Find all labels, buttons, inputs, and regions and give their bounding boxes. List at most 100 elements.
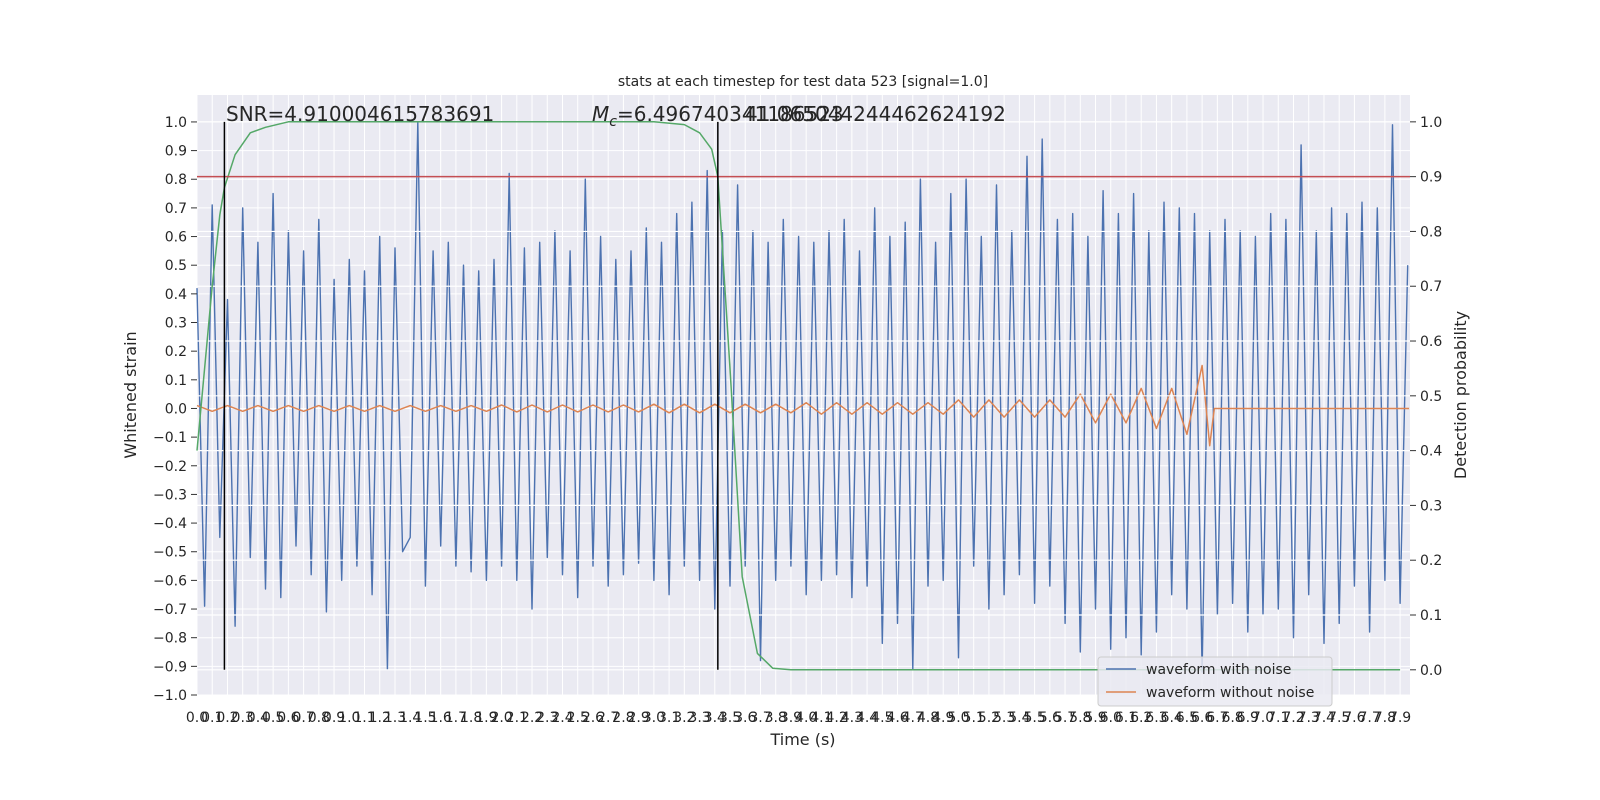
x-tick-label: 3.3 xyxy=(688,710,710,726)
legend-box xyxy=(1097,656,1333,707)
x-tick-label: 4.0 xyxy=(795,710,817,726)
y2-tick-label: 0.2 xyxy=(1420,553,1442,569)
chart-title: stats at each timestep for test data 523… xyxy=(618,74,988,90)
x-tick-label: 5.7 xyxy=(1054,710,1076,726)
y-tick-label: −0.7 xyxy=(153,602,187,618)
x-tick-label: 7.5 xyxy=(1328,710,1350,726)
y2-tick-label: 0.3 xyxy=(1420,498,1442,514)
y-tick-label: −1.0 xyxy=(153,688,187,704)
y-tick-label: 0.1 xyxy=(165,373,187,389)
annotation-symbol: M xyxy=(592,102,609,126)
x-tick-label: 7.0 xyxy=(1252,710,1274,726)
x-tick-label: 4.3 xyxy=(841,710,863,726)
annotation-subscript: c xyxy=(609,114,617,130)
x-tick-label: 2.9 xyxy=(628,710,650,726)
x-tick-label: 4.6 xyxy=(886,710,908,726)
x-tick-label: 3.8 xyxy=(765,710,787,726)
x-tick-label: 2.6 xyxy=(582,710,604,726)
x-tick-label: 5.4 xyxy=(1008,710,1030,726)
x-tick-label: 7.1 xyxy=(1267,710,1289,726)
x-tick-label: 5.5 xyxy=(1023,710,1045,726)
x-tick-label: 5.9 xyxy=(1084,710,1106,726)
legend-label: waveform without noise xyxy=(1146,685,1314,701)
x-tick-label: 0.1 xyxy=(201,710,223,726)
x-tick-label: 1.3 xyxy=(384,710,406,726)
x-tick-label: 5.1 xyxy=(963,710,985,726)
y2-tick-label: 0.1 xyxy=(1420,608,1442,624)
x-tick-label: 6.6 xyxy=(1191,710,1213,726)
x-tick-label: 6.4 xyxy=(1161,710,1183,726)
x-tick-label: 6.3 xyxy=(1145,710,1167,726)
legend: waveform with noise waveform without nois… xyxy=(1097,656,1333,707)
x-tick-label: 7.4 xyxy=(1313,710,1335,726)
series-line xyxy=(196,364,1410,447)
x-tick-label: 0.7 xyxy=(292,710,314,726)
x-tick-label: 1.7 xyxy=(445,710,467,726)
x-tick-label: 0.2 xyxy=(216,710,238,726)
x-tick-label: 0.8 xyxy=(308,710,330,726)
y-tick-label: −0.9 xyxy=(153,659,187,675)
x-tick-label: 0.6 xyxy=(277,710,299,726)
x-tick-label: 1.9 xyxy=(475,710,497,726)
y-tick-label: −0.5 xyxy=(153,545,187,561)
y2-tick-label: 0.6 xyxy=(1420,334,1442,350)
y-tick-label: 0.9 xyxy=(165,144,187,160)
x-tick-label: 3.9 xyxy=(780,710,802,726)
x-tick-label: 1.2 xyxy=(369,710,391,726)
y-tick-label: −0.2 xyxy=(153,459,187,475)
x-tick-label: 4.8 xyxy=(917,710,939,726)
y-tick-label: 0.5 xyxy=(165,258,187,274)
y2-tick-label: 1.0 xyxy=(1420,115,1442,131)
x-tick-label: 6.5 xyxy=(1176,710,1198,726)
x-tick-label: 5.3 xyxy=(993,710,1015,726)
y-tick-label: 0.4 xyxy=(165,287,187,303)
x-tick-label: 1.6 xyxy=(430,710,452,726)
x-tick-label: 7.2 xyxy=(1282,710,1304,726)
x-tick-label: 1.5 xyxy=(414,710,436,726)
y2-tick-label: 0.9 xyxy=(1420,170,1442,186)
x-tick-label: 6.8 xyxy=(1221,710,1243,726)
x-tick-label: 4.1 xyxy=(810,710,832,726)
x-tick-label: 7.7 xyxy=(1359,710,1381,726)
y-tick-label: −0.4 xyxy=(153,516,187,532)
x-tick-label: 4.2 xyxy=(825,710,847,726)
x-tick-label: 7.6 xyxy=(1343,710,1365,726)
annotation-value: =6.496740341186523 xyxy=(617,102,844,126)
x-tick-label: 7.9 xyxy=(1389,710,1411,726)
y2-axis-label: Detection probability xyxy=(1451,311,1470,479)
x-tick-label: 1.0 xyxy=(338,710,360,726)
x-tick-label: 5.6 xyxy=(1039,710,1061,726)
x-tick-label: 2.0 xyxy=(490,710,512,726)
y-axis-label: Whitened strain xyxy=(121,331,140,458)
annotation: SNR=4.910004615783691 xyxy=(226,102,494,126)
x-tick-label: 5.2 xyxy=(978,710,1000,726)
x-tick-label: 2.3 xyxy=(536,710,558,726)
x-tick-label: 3.1 xyxy=(658,710,680,726)
y-tick-label: −0.1 xyxy=(153,430,187,446)
x-tick-label: 3.4 xyxy=(704,710,726,726)
x-tick-label: 2.1 xyxy=(506,710,528,726)
y-tick-label: 0.6 xyxy=(165,230,187,246)
x-tick-label: 1.4 xyxy=(399,710,421,726)
x-tick-label: 4.9 xyxy=(932,710,954,726)
annotation: Mc=6.496740341186523 xyxy=(592,102,844,130)
x-tick-label: 0.4 xyxy=(247,710,269,726)
y-tick-label: 0.2 xyxy=(165,344,187,360)
x-tick-label: 5.0 xyxy=(947,710,969,726)
x-tick-label: 3.2 xyxy=(673,710,695,726)
y-tick-label: −0.6 xyxy=(153,573,187,589)
x-tick-label: 3.5 xyxy=(719,710,741,726)
x-tick-label: 6.0 xyxy=(1100,710,1122,726)
x-tick-label: 2.7 xyxy=(597,710,619,726)
x-tick-label: 0.9 xyxy=(323,710,345,726)
x-tick-label: 0.3 xyxy=(232,710,254,726)
x-tick-label: 0.0 xyxy=(186,710,208,726)
x-tick-label: 0.5 xyxy=(262,710,284,726)
y2-tick-label: 0.4 xyxy=(1420,444,1442,460)
x-tick-label: 2.8 xyxy=(612,710,634,726)
x-tick-label: 6.1 xyxy=(1115,710,1137,726)
x-tick-label: 6.2 xyxy=(1130,710,1152,726)
y-tick-label: 0.3 xyxy=(165,316,187,332)
x-tick-label: 6.7 xyxy=(1206,710,1228,726)
